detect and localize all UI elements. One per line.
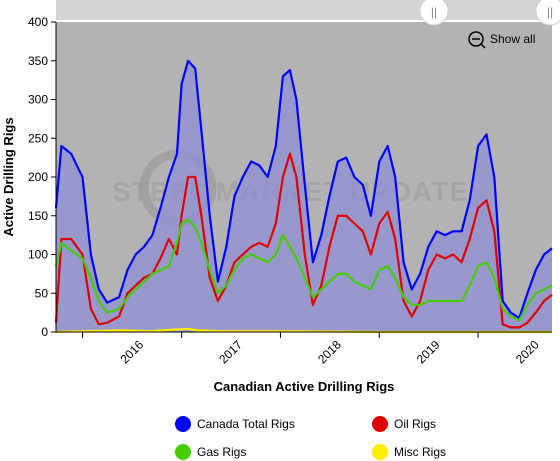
x-tick-label: 2018 [315, 337, 344, 366]
x-tick-label: 2020 [513, 337, 542, 366]
oil-rigs-line [54, 152, 553, 329]
legend-marker-icon [175, 444, 191, 460]
zoom-out-icon [468, 31, 484, 47]
y-tick-label: 50 [35, 286, 49, 300]
legend-label: Misc Rigs [394, 445, 446, 459]
canada-total-rigs-area [56, 60, 552, 333]
navigator-right-handle[interactable] [535, 0, 560, 26]
y-axis-ticks: 0 50 100 150 200 250 300 350 400 [28, 15, 56, 339]
canada-total-rigs-line [54, 59, 553, 320]
legend-item-gas-rigs[interactable]: Gas Rigs [175, 444, 246, 460]
show-all-button[interactable]: Show all [468, 31, 535, 49]
legend-marker-icon [372, 416, 388, 432]
y-tick-label: 250 [28, 131, 48, 145]
y-tick-label: 0 [41, 325, 48, 339]
x-axis-title: Canadian Active Drilling Rigs [214, 379, 395, 394]
y-tick-label: 300 [28, 93, 48, 107]
y-tick-label: 100 [28, 248, 48, 262]
show-all-label: Show all [490, 32, 535, 46]
legend-label: Gas Rigs [197, 445, 246, 459]
legend-label: Canada Total Rigs [197, 417, 295, 431]
legend-marker-icon [175, 416, 191, 432]
legend-marker-icon [372, 444, 388, 460]
legend-label: Oil Rigs [394, 417, 436, 431]
y-tick-label: 200 [28, 170, 48, 184]
legend-item-oil-rigs[interactable]: Oil Rigs [372, 416, 436, 432]
navigator-left-handle[interactable] [419, 0, 449, 26]
legend-item-misc-rigs[interactable]: Misc Rigs [372, 444, 446, 460]
navigator-right-grip-icon: || [547, 5, 553, 19]
legend-item-canada-total-rigs[interactable]: Canada Total Rigs [175, 416, 295, 432]
x-tick-label: 2017 [216, 337, 245, 366]
y-axis-title: Active Drilling Rigs [1, 117, 16, 236]
navigator-left-grip-icon: || [431, 5, 437, 19]
x-tick-label: 2019 [414, 337, 443, 366]
gas-rigs-line [54, 218, 553, 322]
legend: Canada Total Rigs Oil Rigs Gas Rigs Misc Ri… [175, 416, 446, 460]
x-tick-label: 2016 [117, 337, 146, 366]
y-tick-label: 150 [28, 209, 48, 223]
y-tick-label: 350 [28, 54, 48, 68]
zoom-out-icon-handle [480, 43, 486, 49]
navigator[interactable]: || || [56, 0, 560, 26]
y-tick-label: 400 [28, 15, 48, 29]
navigator-track[interactable] [56, 0, 552, 20]
x-axis-ticks: 2016 2017 2018 2019 2020 [82, 332, 542, 366]
plot-area: STEEL MARKET UPDATE [54, 22, 553, 334]
